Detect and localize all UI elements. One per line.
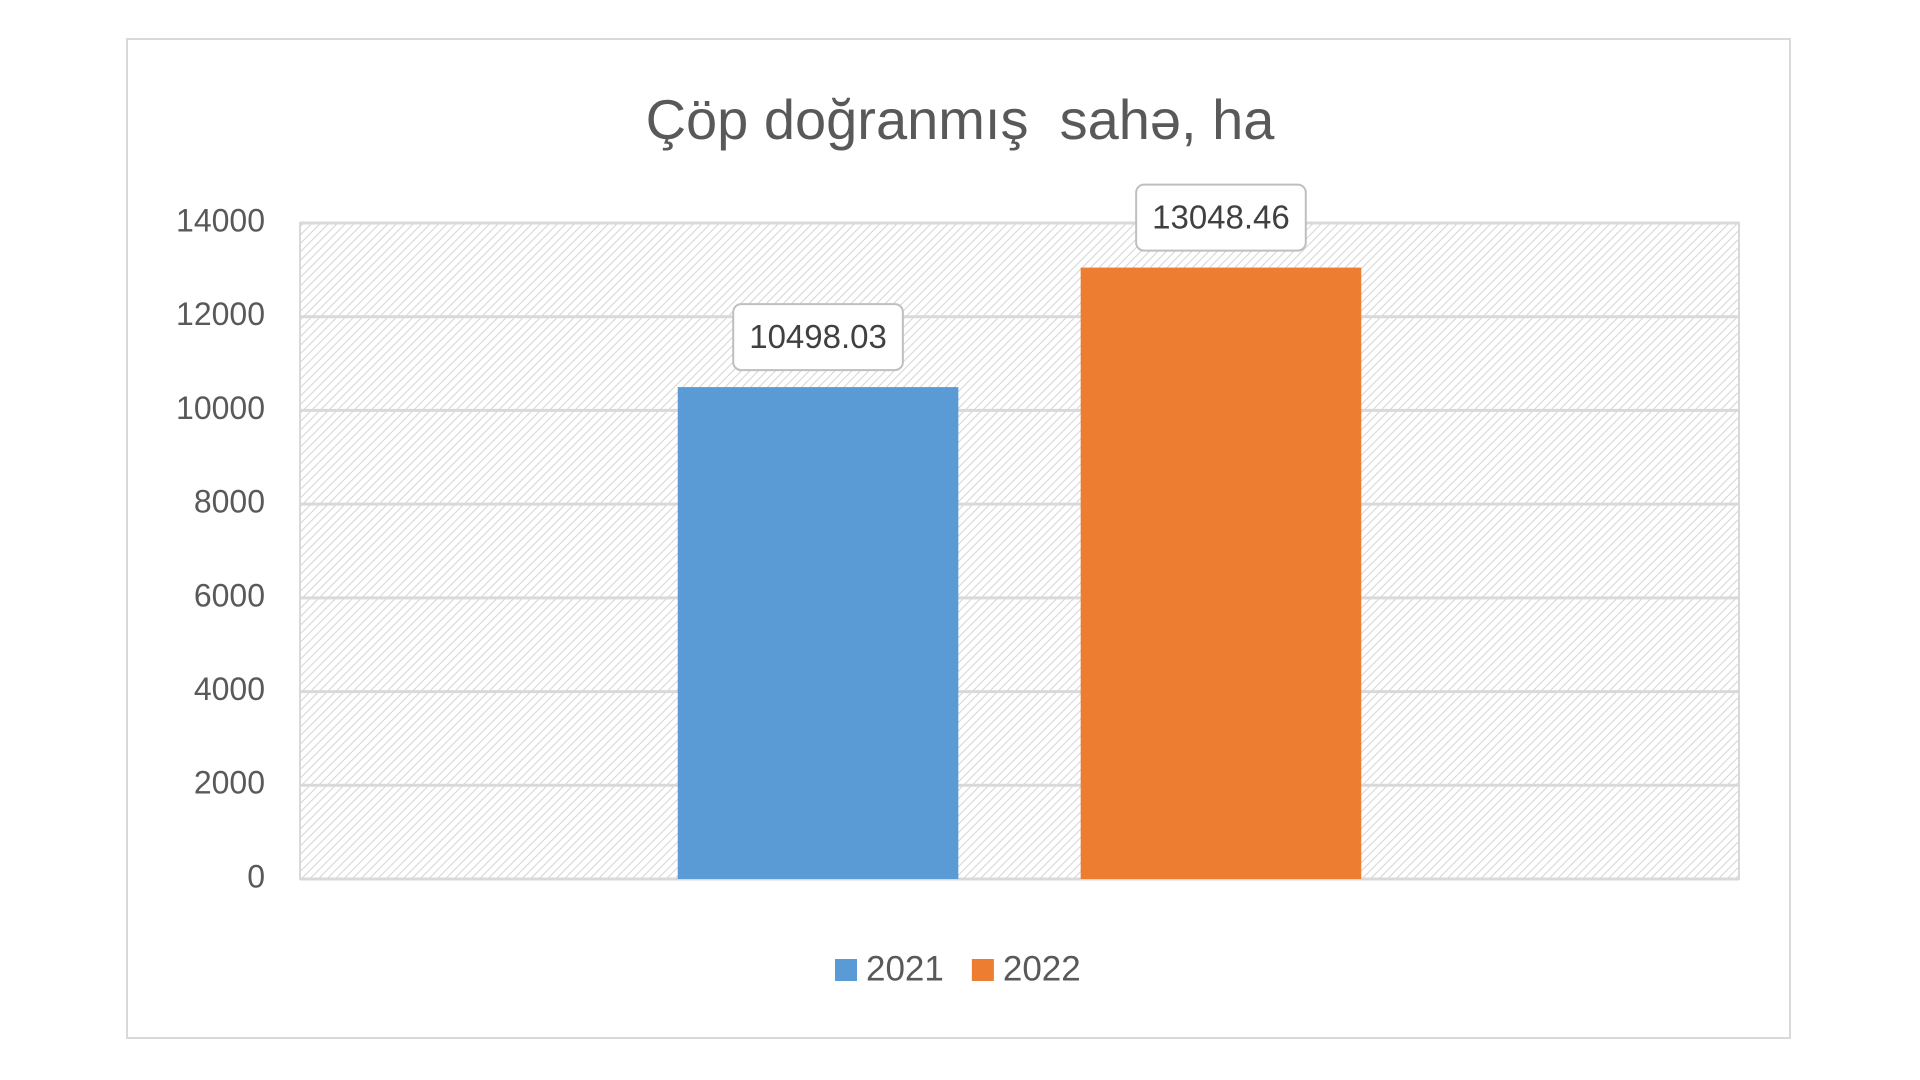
y-tick-label: 0 <box>247 858 265 894</box>
legend-swatch <box>971 959 994 981</box>
legend-label: 2022 <box>1003 949 1081 988</box>
legend-swatch <box>835 959 857 981</box>
bar <box>677 387 959 879</box>
y-tick-label: 6000 <box>194 577 265 613</box>
data-label: 10498.03 <box>749 318 887 355</box>
y-tick-label: 2000 <box>194 765 265 801</box>
y-tick-label: 4000 <box>194 671 265 707</box>
data-label: 13048.46 <box>1152 198 1290 235</box>
y-tick-label: 10000 <box>176 390 265 426</box>
plot-area <box>299 222 1740 880</box>
bar <box>1080 267 1362 880</box>
y-tick-label: 8000 <box>194 484 265 520</box>
data-label-box <box>732 303 904 372</box>
data-label-box <box>1135 183 1307 252</box>
y-tick-label: 12000 <box>176 296 265 332</box>
chart-title: Çöp doğranmış sahə, ha <box>646 88 1276 151</box>
y-tick-label: 14000 <box>176 202 265 238</box>
legend-label: 2021 <box>866 949 944 988</box>
